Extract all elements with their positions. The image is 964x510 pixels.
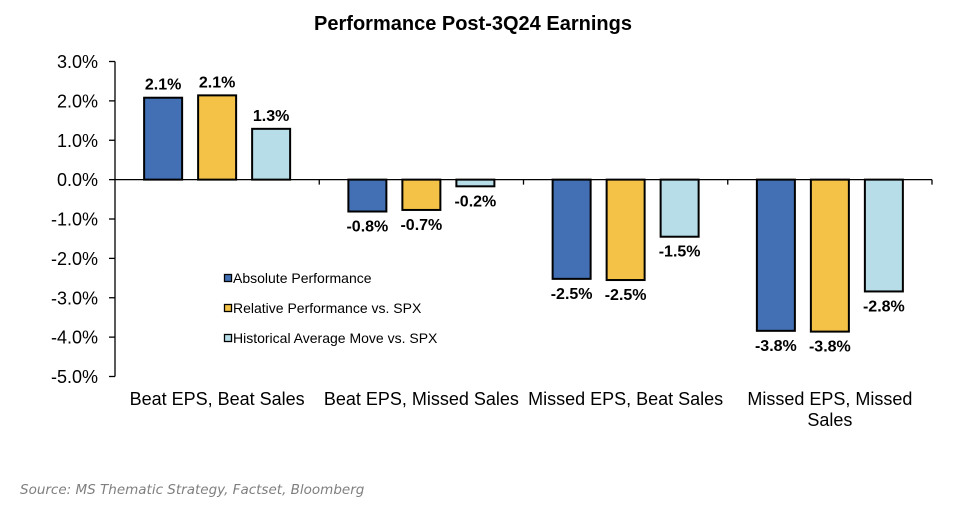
y-tick-label: -4.0%: [51, 328, 98, 348]
chart-title: Performance Post-3Q24 Earnings: [314, 13, 632, 35]
bar: [551, 178, 592, 280]
data-label: -3.8%: [755, 338, 797, 355]
y-tick-label: 3.0%: [57, 52, 98, 72]
category-label-line: Missed EPS, Missed: [747, 389, 912, 409]
category-label: Beat EPS, Missed Sales: [324, 389, 519, 409]
data-label: -0.8%: [346, 219, 388, 236]
data-label: -3.8%: [809, 339, 851, 356]
data-label: 2.1%: [145, 77, 181, 94]
bar: [347, 178, 388, 213]
data-label: -2.5%: [551, 286, 593, 303]
data-label: -1.5%: [659, 244, 701, 261]
bar: [143, 96, 184, 181]
bar: [809, 178, 850, 333]
bar: [455, 178, 496, 188]
data-labels: 2.1% -0.8% -2.5% -3.8% 2.1% -0.7% -2.5% -3.8% 1.…: [145, 74, 905, 355]
category-label-line: Beat EPS, Beat Sales: [130, 389, 305, 409]
category-label-line: Beat EPS, Missed Sales: [324, 389, 519, 409]
data-label: 2.1%: [199, 74, 235, 91]
y-tick-label: -1.0%: [51, 210, 98, 230]
data-label: -0.7%: [400, 217, 442, 234]
x-axis: [115, 178, 933, 185]
legend-label: Relative Performance vs. SPX: [233, 300, 422, 316]
category-label-line: Missed EPS, Beat Sales: [528, 389, 723, 409]
bar: [401, 178, 442, 211]
legend-label: Historical Average Move vs. SPX: [233, 330, 438, 346]
data-label: -0.2%: [454, 193, 496, 210]
data-label: -2.5%: [605, 287, 647, 304]
legend-swatch: [223, 333, 233, 343]
bar: [755, 178, 796, 332]
y-tick-label: -5.0%: [51, 367, 98, 387]
data-label: -2.8%: [863, 298, 905, 315]
data-label: 1.3%: [253, 108, 289, 125]
legend-label: Absolute Performance: [233, 270, 372, 286]
source-note: Source: MS Thematic Strategy, Factset, B…: [20, 482, 365, 498]
category-label: Missed EPS, Beat Sales: [528, 389, 723, 409]
category-label: Missed EPS, Missed Sales: [747, 389, 912, 430]
y-axis: 3.0% 2.0% 1.0% 0.0% -1.0% -2.0% -3.0% -4.0% -5.0…: [51, 52, 116, 387]
category-label-line: Sales: [807, 410, 852, 430]
bars: [143, 94, 904, 333]
category-labels: Beat EPS, Beat Sales Beat EPS, Missed Sal…: [130, 389, 913, 430]
legend: Absolute Performance Relative Performance…: [223, 270, 438, 346]
bar: [605, 178, 646, 282]
bar: [863, 178, 904, 293]
bar: [197, 94, 238, 181]
y-tick-label: 2.0%: [57, 91, 98, 111]
category-label: Beat EPS, Beat Sales: [130, 389, 305, 409]
y-tick-label: -3.0%: [51, 288, 98, 308]
legend-swatch: [223, 273, 233, 283]
y-tick-label: -2.0%: [51, 249, 98, 269]
bar: [659, 178, 700, 238]
bar: [251, 127, 292, 181]
y-tick-label: 0.0%: [57, 170, 98, 190]
legend-swatch: [223, 303, 233, 313]
y-tick-label: 1.0%: [57, 131, 98, 151]
